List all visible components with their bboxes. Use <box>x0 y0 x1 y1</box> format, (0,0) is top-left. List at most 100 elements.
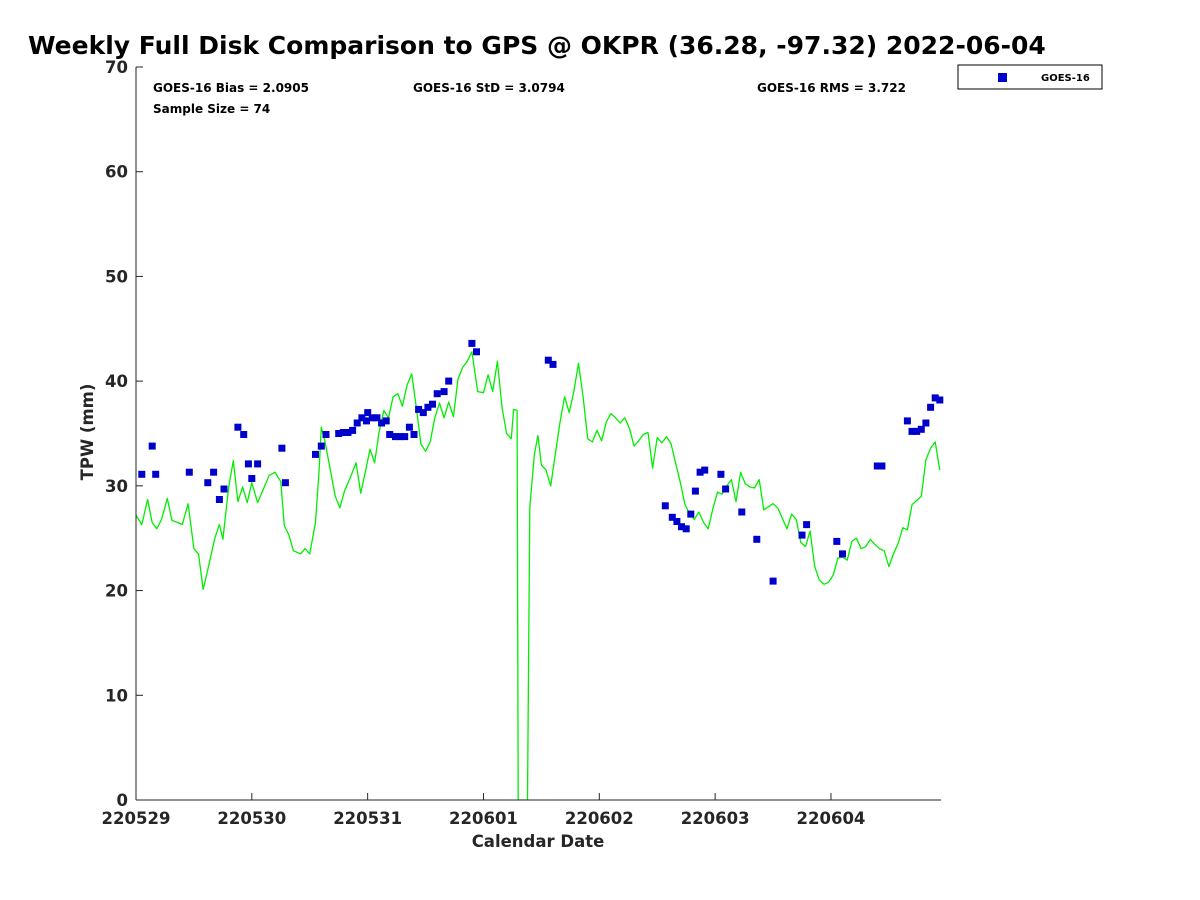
goes-data-point <box>278 444 286 452</box>
y-tick-label: 40 <box>105 372 128 391</box>
goes-data-point <box>234 423 242 431</box>
y-tick-label: 50 <box>105 267 128 286</box>
x-tick-label: 220531 <box>333 809 402 828</box>
goes-data-point <box>913 427 921 435</box>
legend-label: GOES-16 <box>1041 73 1090 84</box>
goes-data-point <box>317 442 325 450</box>
goes-data-point <box>248 475 256 482</box>
goes-data-point <box>738 508 746 516</box>
goes-data-point <box>833 537 841 545</box>
plot-area <box>136 339 944 800</box>
goes-data-point <box>152 470 160 478</box>
legend: GOES-16 <box>957 64 1103 90</box>
goes-data-point <box>378 419 386 427</box>
x-ticks: 220529 220530 220531 220601 220602 220603 2206… <box>102 793 866 828</box>
legend-marker <box>998 73 1007 82</box>
goes-data-point <box>364 409 372 417</box>
x-axis-label: Calendar Date <box>472 832 605 851</box>
goes-data-point <box>254 460 262 468</box>
goes-marker-layer <box>138 339 944 585</box>
goes-data-point <box>240 431 248 438</box>
y-tick-label: 70 <box>105 58 128 77</box>
goes-data-point <box>873 462 881 470</box>
x-tick-label: 220602 <box>565 809 634 828</box>
x-tick-label: 220530 <box>217 809 286 828</box>
axes: 0 10 20 30 40 50 60 70 220529 220530 220531 220601… <box>102 58 941 828</box>
goes-data-point <box>678 523 685 531</box>
gps-line-layer <box>136 351 941 800</box>
goes-data-point <box>349 426 357 434</box>
goes-data-point <box>668 513 676 521</box>
goes-data-point <box>544 356 552 364</box>
goes-data-point <box>922 419 930 427</box>
goes-data-point <box>769 577 777 585</box>
goes-data-point <box>661 502 669 510</box>
goes-data-point <box>798 531 806 539</box>
goes-data-point <box>549 360 557 368</box>
goes-data-point <box>415 405 423 413</box>
goes-data-point <box>927 403 935 411</box>
goes-data-point <box>244 460 252 468</box>
goes-data-point <box>839 550 846 558</box>
goes-data-point <box>148 442 156 450</box>
goes-data-point <box>281 479 289 487</box>
goes-data-point <box>339 429 347 436</box>
y-tick-label: 10 <box>105 686 128 705</box>
std-stat: GOES-16 StD = 3.0794 <box>413 81 565 95</box>
goes-data-point <box>322 431 330 438</box>
y-tick-label: 60 <box>105 163 128 182</box>
x-tick-label: 220601 <box>449 809 518 828</box>
rms-stat: GOES-16 RMS = 3.722 <box>757 81 906 95</box>
goes-data-point <box>363 417 370 425</box>
goes-data-point <box>717 470 725 478</box>
x-tick-label: 220529 <box>102 809 171 828</box>
goes-data-point <box>386 431 394 438</box>
goes-data-point <box>691 487 699 495</box>
goes-data-point <box>931 394 939 402</box>
goes-data-point <box>903 417 911 425</box>
goes-data-point <box>353 419 361 427</box>
goes-data-point <box>410 431 418 438</box>
goes-data-point <box>368 414 376 422</box>
goes-data-point <box>701 466 709 474</box>
goes-data-point <box>210 468 218 476</box>
goes-data-point <box>220 485 228 493</box>
goes-data-point <box>682 525 690 533</box>
y-tick-label: 0 <box>117 791 128 810</box>
goes-data-point <box>445 377 453 385</box>
goes-data-point <box>936 396 944 404</box>
goes-data-point <box>433 390 441 398</box>
goes-data-point <box>696 468 704 476</box>
goes-data-point <box>382 417 390 425</box>
goes-data-point <box>344 429 352 436</box>
y-tick-label: 30 <box>105 477 128 496</box>
legend-box <box>957 64 1103 90</box>
goes-data-point <box>396 433 404 441</box>
x-tick-label: 220604 <box>797 809 866 828</box>
goes-data-point <box>185 468 193 476</box>
sample-size-stat: Sample Size = 74 <box>153 102 270 116</box>
goes-data-point <box>440 388 448 396</box>
goes-data-point <box>722 485 730 493</box>
y-ticks: 0 10 20 30 40 50 60 70 <box>105 58 143 810</box>
goes-data-point <box>473 348 480 356</box>
goes-data-point <box>405 423 413 431</box>
goes-data-point <box>392 433 399 441</box>
goes-data-point <box>803 521 811 529</box>
chart-title: Weekly Full Disk Comparison to GPS @ OKP… <box>28 31 1046 60</box>
goes-data-point <box>687 510 695 518</box>
goes-data-point <box>312 450 319 458</box>
goes-data-point <box>429 400 436 408</box>
goes-data-point <box>468 339 476 347</box>
goes-data-point <box>419 409 427 417</box>
x-tick-label: 220603 <box>681 809 750 828</box>
bias-stat: GOES-16 Bias = 2.0905 <box>153 81 309 95</box>
y-tick-label: 20 <box>105 582 128 601</box>
goes-data-point <box>373 414 381 422</box>
goes-data-point <box>138 470 146 478</box>
goes-data-point <box>401 433 409 441</box>
goes-data-point <box>673 518 681 525</box>
goes-data-point <box>215 496 223 503</box>
goes-data-point <box>358 414 366 422</box>
